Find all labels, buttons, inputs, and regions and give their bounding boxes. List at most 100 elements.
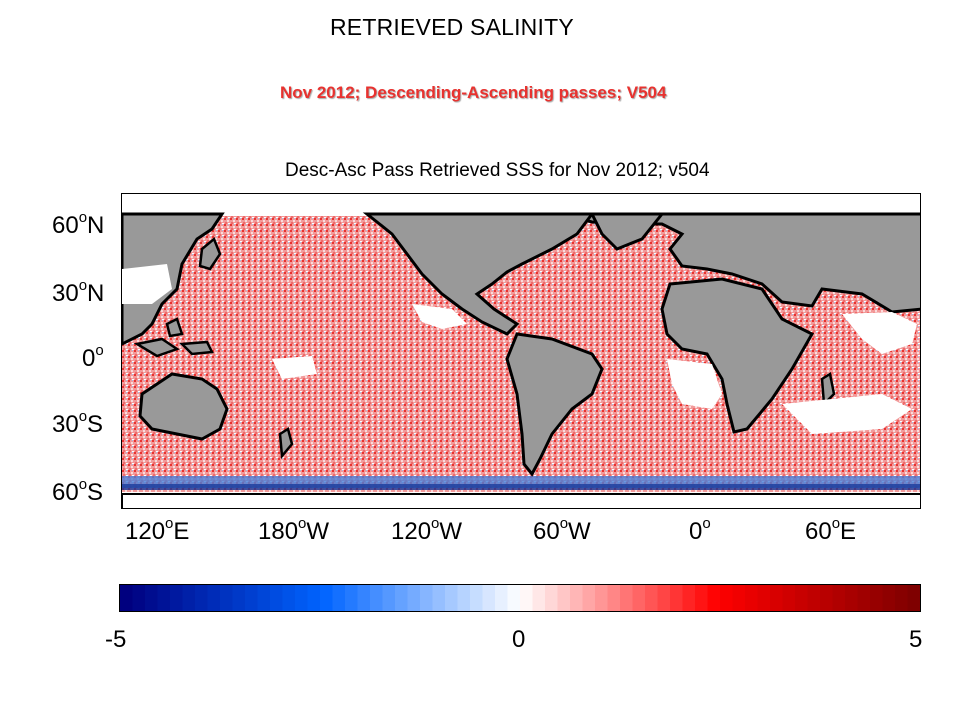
- southern-ocean-edge: [122, 484, 920, 490]
- colorbar-segment: [432, 585, 446, 611]
- no-data-arabian-sea: [842, 312, 917, 354]
- land-africa: [660, 277, 815, 434]
- no-data-north: [122, 194, 920, 216]
- lon-label-120w: 120oW: [391, 515, 463, 545]
- colorbar-segment: [170, 585, 183, 611]
- land-antarctica: [122, 493, 920, 508]
- colorbar-mid-label: 0: [512, 626, 526, 653]
- colorbar-segment: [807, 585, 821, 611]
- colorbar-segment: [332, 585, 346, 611]
- lon-label-120e: 120oE: [125, 515, 190, 545]
- colorbar-segment: [370, 585, 383, 611]
- colorbar-segment: [545, 585, 558, 611]
- colorbar-segment: [532, 585, 546, 611]
- colorbar-segment: [182, 585, 196, 611]
- land-australia: [138, 372, 229, 441]
- lat-label-0: 0o: [82, 342, 104, 372]
- colorbar-segment: [420, 585, 433, 611]
- map-title: Desc-Asc Pass Retrieved SSS for Nov 2012…: [285, 160, 710, 181]
- land-south-america: [505, 332, 604, 477]
- colorbar-segment: [745, 585, 758, 611]
- colorbar-segment: [295, 585, 308, 611]
- lat-label-60s: 60oS: [52, 476, 104, 506]
- land-east-asia: [122, 212, 225, 346]
- colorbar-max-label: 5: [909, 626, 923, 653]
- colorbar-segment: [720, 585, 733, 611]
- lon-label-60e: 60oE: [805, 515, 857, 545]
- colorbar-segment: [445, 585, 458, 611]
- colorbar-segment: [345, 585, 358, 611]
- colorbar-segment: [120, 585, 133, 611]
- colorbar-min-label: -5: [105, 626, 127, 653]
- colorbar-segment: [707, 585, 721, 611]
- no-data-indian: [782, 394, 912, 434]
- colorbar-segment: [570, 585, 583, 611]
- lon-label-0: 0o: [689, 515, 711, 545]
- colorbar-segment: [195, 585, 208, 611]
- colorbar-segment: [732, 585, 746, 611]
- colorbar-segment: [632, 585, 646, 611]
- colorbar-segment: [245, 585, 258, 611]
- colorbar-segment: [607, 585, 621, 611]
- colorbar-segment: [307, 585, 321, 611]
- colorbar-segment: [220, 585, 233, 611]
- colorbar-segment: [395, 585, 408, 611]
- colorbar-segment: [782, 585, 796, 611]
- colorbar-segment: [145, 585, 158, 611]
- colorbar-segment: [132, 585, 146, 611]
- lat-label-30n: 30oN: [52, 277, 105, 307]
- colorbar-segment: [795, 585, 808, 611]
- colorbar-segment: [757, 585, 771, 611]
- colorbar-segment: [907, 585, 921, 611]
- colorbar-segment: [257, 585, 271, 611]
- salinity-map: [121, 193, 921, 509]
- colorbar-segment: [857, 585, 871, 611]
- colorbar-segment: [207, 585, 221, 611]
- land-north-america: [362, 212, 595, 336]
- colorbar-segment: [645, 585, 658, 611]
- colorbar-segment: [520, 585, 533, 611]
- colorbar-segment: [382, 585, 396, 611]
- colorbar-segment: [470, 585, 483, 611]
- colorbar-segment: [620, 585, 633, 611]
- colorbar-segment: [232, 585, 246, 611]
- colorbar-segment: [482, 585, 496, 611]
- colorbar-segment: [695, 585, 708, 611]
- colorbar-segment: [657, 585, 671, 611]
- colorbar-segment: [682, 585, 696, 611]
- colorbar-segment: [670, 585, 683, 611]
- colorbar-segment: [870, 585, 883, 611]
- colorbar-segment: [320, 585, 333, 611]
- colorbar-segment: [557, 585, 571, 611]
- colorbar-gradient: [120, 585, 921, 611]
- colorbar-segment: [357, 585, 371, 611]
- colorbar: [119, 584, 921, 612]
- land-japan: [198, 236, 222, 271]
- land-indonesia: [133, 317, 214, 358]
- land-new-zealand: [278, 427, 294, 460]
- land-greenland: [589, 212, 666, 251]
- lat-label-30s: 30oS: [52, 408, 104, 438]
- slide-title: RETRIEVED SALINITY: [330, 14, 574, 40]
- lon-label-180w: 180oW: [258, 515, 330, 545]
- no-data-central-pacific: [272, 356, 317, 379]
- colorbar-segment: [457, 585, 471, 611]
- land-madagascar: [820, 371, 836, 407]
- no-data-south-atlantic: [667, 359, 722, 409]
- colorbar-segment: [595, 585, 608, 611]
- lat-label-60n: 60oN: [52, 209, 105, 239]
- colorbar-segment: [582, 585, 596, 611]
- colorbar-segment: [507, 585, 521, 611]
- no-data-west-pacific: [122, 264, 172, 304]
- colorbar-segment: [407, 585, 421, 611]
- colorbar-segment: [495, 585, 508, 611]
- lon-label-60w: 60oW: [533, 515, 591, 545]
- colorbar-segment: [770, 585, 783, 611]
- colorbar-segment: [270, 585, 283, 611]
- colorbar-segment: [282, 585, 296, 611]
- no-data-bay: [412, 304, 467, 329]
- colorbar-segment: [820, 585, 833, 611]
- map-canvas: [122, 194, 920, 508]
- colorbar-segment: [845, 585, 858, 611]
- colorbar-segment: [832, 585, 846, 611]
